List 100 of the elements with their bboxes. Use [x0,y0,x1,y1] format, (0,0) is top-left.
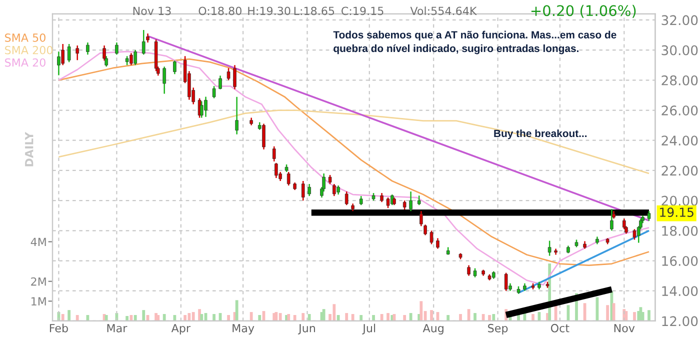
candlestick [272,146,276,162]
candlestick [622,218,626,230]
candlestick [402,200,406,210]
y-tick-label: 32.00 [662,15,698,26]
x-tick-label: Sep [488,324,508,334]
candlestick [301,180,305,202]
candlestick [467,264,470,276]
annotation: O:18.80 [198,6,242,16]
bar [409,313,412,321]
y-tick-label: 26.00 [662,105,698,116]
bar [446,315,450,321]
candlestick [204,96,208,118]
bar [134,315,137,321]
candlestick [134,49,138,66]
candlestick [632,228,636,240]
candlestick [647,210,651,222]
bar [173,315,176,321]
annotation: Todos sabemos que a AT não funciona. Mas...em caso de quebra do nível indicado, sugiro entradas longas. [333,30,616,54]
bar [142,310,146,321]
y2-tick-label: 2M [31,277,46,286]
bar [258,315,262,321]
x-tick-label: May [232,324,254,334]
bar [360,315,363,321]
x-tick-label: Jun [298,324,315,334]
bar [278,313,282,321]
bar [332,304,336,321]
text: SMA 50 [5,33,46,42]
annotation: C:19.15 [342,6,384,16]
candlestick [548,240,552,256]
x-tick-label: Aug [422,324,444,334]
candlestick [226,67,230,81]
candlestick [173,60,176,75]
bar [227,315,230,321]
annotation: Nov 13 [133,6,171,16]
x-tick-label: Mar [107,324,128,332]
candlestick [115,42,118,56]
bar [459,314,462,321]
annotation: 19.15 [660,208,694,217]
bar [488,315,491,321]
bar [403,315,406,321]
candlestick [233,64,236,90]
y-tick-label: 30.00 [662,45,698,56]
candlestick [336,184,340,196]
text: SMA 200 [5,46,53,54]
candlestick [130,52,133,66]
y-tick-label: 14.00 [662,286,698,296]
bar [351,314,354,321]
bar [302,313,305,321]
candlestick [328,174,332,185]
y-tick-label: 28.00 [662,75,698,86]
x-tick-label: Apr [171,324,191,334]
annotation: Buy the breakout... [494,129,587,140]
bar [235,300,238,321]
bar [336,315,340,321]
candlestick [286,171,290,186]
x-tick-label: Oct [550,324,570,332]
y2-tick-label: 1M [32,297,46,306]
candlestick [473,268,477,278]
bar [372,315,375,321]
candlestick [386,196,390,209]
bar [345,313,348,321]
bar [430,310,433,321]
candlestick [417,194,421,206]
bar [184,315,186,321]
x-tick-label: Jul [362,324,376,334]
y-tick-label: 18.00 [662,226,698,236]
bar [250,312,253,321]
candlestick [359,195,363,206]
y-tick-label: 22.00 [662,166,698,176]
annotation: H:19.30 [248,6,290,16]
bar [212,314,216,321]
bar [420,301,423,321]
y-tick-label: 16.00 [662,256,698,266]
candlestick [308,183,311,197]
candlestick [235,96,238,135]
bar [293,315,296,321]
candlestick [125,55,129,66]
annotation: Vol:554.64K [410,6,477,16]
candlestick [380,192,384,203]
bar [126,316,129,321]
x-tick-label: Feb [50,324,68,332]
y-tick-label: 12.00 [662,316,698,326]
annotation: L:18.65 [294,6,334,16]
annotation: +0.20 (1.06%) [531,4,636,18]
bar [200,314,204,321]
bar [192,312,195,321]
bar [287,314,290,321]
y-tick-label: 24.00 [662,136,698,146]
candlestick [430,230,434,245]
bar [308,314,311,321]
candlestick [142,29,146,56]
bar [492,314,496,321]
bar [633,312,636,321]
bar [380,314,384,321]
candlestick [344,190,348,206]
bar [162,314,166,321]
series-label: SMA 20 [5,58,46,67]
bar [156,315,160,321]
bar [474,313,476,321]
bar [188,313,191,321]
